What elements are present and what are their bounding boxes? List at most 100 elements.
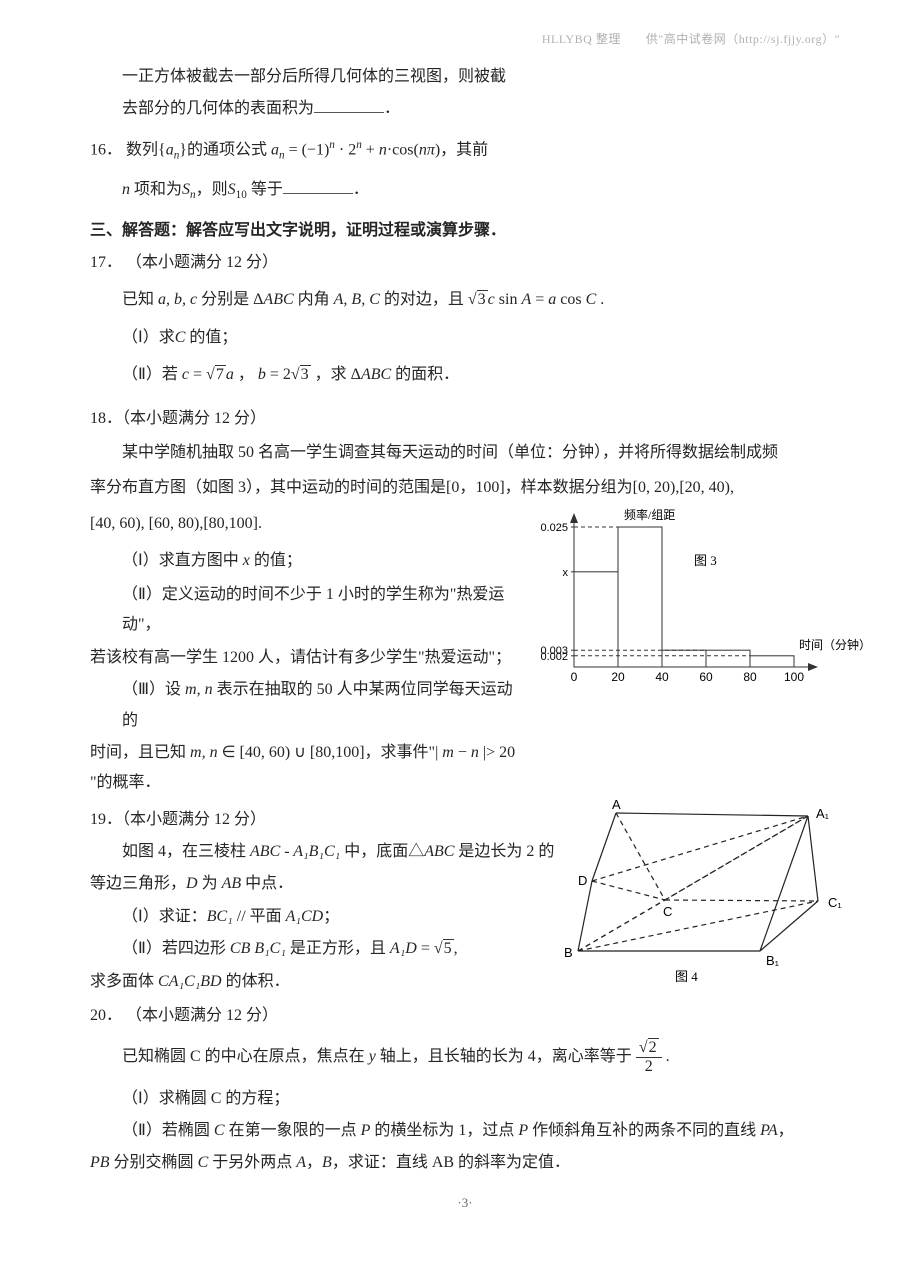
q20-num: 20． [90, 1007, 122, 1024]
q19-figure: AA₁DCC₁BB₁图 4 [560, 803, 840, 999]
v: cos [556, 291, 585, 308]
v: a [166, 141, 174, 158]
svg-text:B₁: B₁ [766, 953, 780, 968]
t: ， [778, 1122, 794, 1139]
t: （Ⅰ）求 [122, 329, 175, 346]
q19-p1: （Ⅰ）求证：BC₁ // 平面 A₁CD； [90, 902, 560, 932]
t: 求多面体 [90, 973, 158, 990]
v: m [442, 744, 454, 761]
v: A₁CD [286, 908, 324, 925]
t: 已知 [122, 291, 158, 308]
v: m, n [190, 744, 218, 761]
q17-line1: 已知 a, b, c 分别是 ΔABC 内角 A, B, C 的对边，且 3c … [90, 285, 840, 315]
q20-p2: （Ⅱ）若椭圆 C 在第一象限的一点 P 的横坐标为 1，过点 P 作倾斜角互补的… [90, 1116, 840, 1146]
q19-l5: 求多面体 CA₁C₁BD 的体积． [90, 967, 560, 997]
v: = [189, 366, 206, 383]
v: D [186, 875, 198, 892]
q20-p1: （Ⅰ）求椭圆 C 的方程； [90, 1084, 840, 1114]
t: （Ⅱ）若 [122, 366, 182, 383]
t: 等于 [247, 181, 283, 198]
v: = (−1) [285, 141, 330, 158]
v: n [122, 181, 130, 198]
q16-line2: n 项和为Sn，则S10 等于． [90, 175, 840, 206]
sqrt7: 7 [206, 360, 226, 390]
q18-p3c: 时间，且已知 m, n ∈ [40, 60) ∪ [80,100]，求事件"| … [90, 738, 520, 799]
v: PA [760, 1122, 777, 1139]
svg-text:图 4: 图 4 [675, 969, 698, 984]
t: 中，底面△ [340, 843, 424, 860]
t: // 平面 [233, 908, 286, 925]
t: （Ⅱ）若四边形 [122, 940, 230, 957]
t: 是边长为 2 的 [454, 843, 554, 860]
v: c [182, 366, 189, 383]
t: 分别交椭圆 [110, 1154, 198, 1171]
frac-sqrt2-2: 22 [636, 1039, 662, 1075]
q19-p2: （Ⅱ）若四边形 CB B₁C₁ 是正方形，且 A₁D = 5, [90, 934, 560, 964]
svg-text:0: 0 [571, 670, 578, 684]
page-number: ·3· [90, 1191, 840, 1216]
svg-text:80: 80 [743, 670, 757, 684]
v: a [271, 141, 279, 158]
q16-line1: 16． 数列{an}的通项公式 an = (−1)n · 2n + n·cos(… [90, 135, 840, 167]
t: ，求 Δ [311, 366, 361, 383]
v: A, B, C [334, 291, 380, 308]
v: a, b, c [158, 291, 197, 308]
t: 内角 [294, 291, 334, 308]
q17-p2: （Ⅱ）若 c = 7a ， b = 23 ，求 ΔABC 的面积． [90, 360, 840, 390]
svg-text:0.002: 0.002 [540, 651, 568, 663]
svg-text:频率/组距: 频率/组距 [624, 507, 675, 522]
svg-text:C₁: C₁ [828, 895, 842, 910]
v: C [214, 1122, 225, 1139]
q20-p3: PB 分别交椭圆 C 于另外两点 A，B，求证：直线 AB 的斜率为定值． [90, 1148, 840, 1178]
v: C [175, 329, 186, 346]
q19-l1: 如图 4，在三棱柱 ABC - A₁B₁C₁ 中，底面△ABC 是边长为 2 的 [90, 837, 560, 867]
t: （本小题满分 12 分） [126, 254, 278, 271]
q18-head: 18．（本小题满分 12 分） [90, 404, 840, 434]
q18-p2b: 若该校有高一学生 1200 人，请估计有多少学生"热爱运动"； [90, 643, 520, 673]
page-header: HLLYBQ 整理 供"高中试卷网（http://sj.fjjy.org）" [542, 28, 840, 51]
t: , [454, 940, 458, 957]
t: 是正方形，且 [286, 940, 390, 957]
v: sin [495, 291, 522, 308]
v: AB [222, 875, 242, 892]
q15-line1: 一正方体被截去一部分后所得几何体的三视图，则被截 [90, 62, 840, 92]
svg-text:0.025: 0.025 [540, 522, 568, 534]
v: x [243, 552, 250, 569]
v: − [454, 744, 471, 761]
v: CB B₁C₁ [230, 940, 286, 957]
q18-p1: （Ⅰ）求直方图中 x 的值； [90, 546, 520, 576]
t: 数列{ [126, 141, 166, 158]
sqrt3: 3 [468, 285, 488, 315]
svg-text:C: C [663, 904, 672, 919]
t: 作倾斜角互补的两条不同的直线 [528, 1122, 760, 1139]
v: 10 [236, 189, 247, 201]
v: b [258, 366, 266, 383]
t: （本小题满分 12 分） [122, 410, 266, 427]
sqrt3b: 3 [291, 360, 311, 390]
v: ·cos( [387, 141, 419, 158]
q17-p1: （Ⅰ）求C 的值； [90, 323, 840, 353]
svg-text:x: x [563, 567, 569, 579]
q19-l2: 等边三角形，D 为 AB 中点． [90, 869, 560, 899]
t: 已知椭圆 C 的中心在原点，焦点在 [122, 1048, 369, 1065]
v: n [471, 744, 479, 761]
svg-text:A: A [612, 797, 621, 812]
t: 项和为 [130, 181, 182, 198]
t: ，则 [196, 181, 228, 198]
t: ， [306, 1154, 322, 1171]
t: 时间，且已知 [90, 744, 190, 761]
section-3-title: 三、解答题：解答应写出文字说明，证明过程或演算步骤． [90, 216, 840, 246]
t: . [662, 1048, 670, 1065]
q18-l3: [40, 60), [60, 80),[80,100]. [90, 509, 520, 539]
v: CA₁C₁BD [158, 973, 222, 990]
t: 的值； [250, 552, 302, 569]
v: c [488, 291, 495, 308]
q18-l1: 某中学随机抽取 50 名高一学生调查其每天运动的时间（单位：分钟），并将所得数据… [90, 438, 840, 468]
t: }的通项公式 [179, 141, 267, 158]
v: BC₁ [207, 908, 233, 925]
blank [283, 179, 353, 193]
q17-head: 17． （本小题满分 12 分） [90, 248, 840, 278]
t: （本小题满分 12 分） [126, 1007, 278, 1024]
t: 于另外两点 [208, 1154, 296, 1171]
svg-text:100: 100 [784, 670, 804, 684]
